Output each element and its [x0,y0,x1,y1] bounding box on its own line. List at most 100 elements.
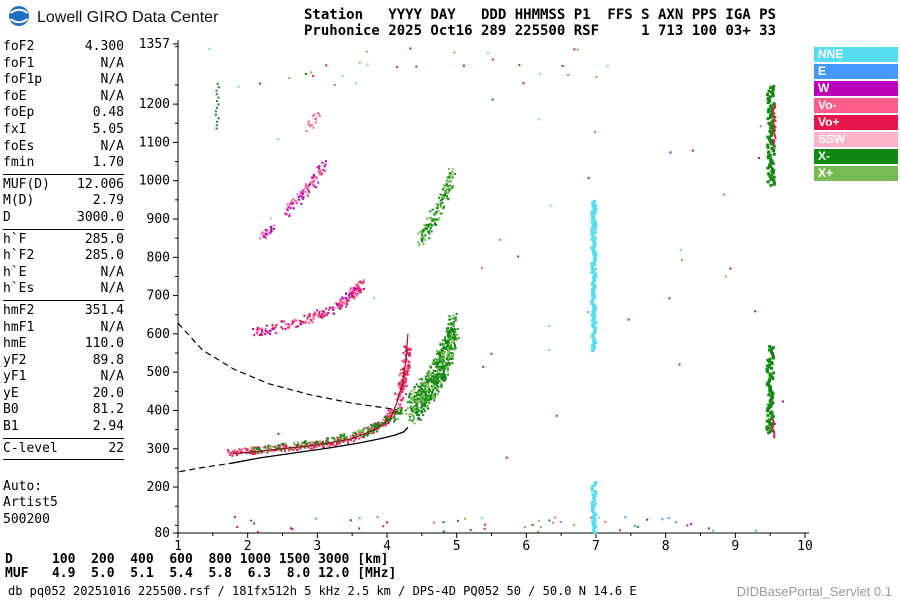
param-value: 22 [108,440,124,456]
servlet-version: DIDBasePortal_Servlet 0.1 [736,583,892,599]
param-row: Auto: [3,479,124,496]
svg-text:6: 6 [522,539,530,554]
status-bar: db pq052 20251016 225500.rsf / 181fx512h… [0,582,900,600]
param-row: hmE 110.0 [3,336,124,353]
brand: Lowell GIRO Data Center [8,5,218,31]
param-label: h`E [3,264,27,280]
giro-logo-icon [8,5,30,31]
param-row: hmF2 351.4 [3,303,124,320]
param-label: h`F2 [3,248,35,264]
param-row: foEs N/A [3,139,124,156]
param-row: M(D) 2.79 [3,193,124,210]
param-value: 12.006 [77,176,124,192]
param-row: yF2 89.8 [3,353,124,370]
svg-text:8: 8 [662,539,670,554]
echo-direction-legend: NNE E W Vo- Vo+ SSW X- X+ [814,47,898,183]
muf-row: MUF 4.9 5.0 5.1 5.4 5.8 6.3 8.0 12.0 [MH… [5,566,397,581]
param-label: fmin [3,155,35,171]
param-row: 500200 [3,512,124,529]
svg-text:400: 400 [147,403,170,418]
separator [3,437,124,439]
svg-text:300: 300 [147,442,170,457]
svg-text:1000: 1000 [139,174,170,189]
param-value: 110.0 [84,336,124,352]
param-label: hmE [3,336,27,352]
param-row: yF1 N/A [3,369,124,386]
param-value: N/A [100,319,124,335]
svg-text:10: 10 [797,539,813,554]
param-label: yF2 [3,352,27,368]
svg-text:9: 9 [731,539,739,554]
param-row: B0 81.2 [3,402,124,419]
legend-item-vo-: Vo- [814,98,898,113]
param-label: Artist5 [3,495,58,511]
param-row: foEp 0.48 [3,105,124,122]
param-value: N/A [100,55,124,71]
svg-text:80: 80 [154,526,170,541]
svg-text:1: 1 [174,539,182,554]
svg-text:800: 800 [147,250,170,265]
param-value: 2.94 [92,419,124,435]
param-value: 89.8 [92,352,124,368]
param-row: fxI 5.05 [3,122,124,139]
param-value: N/A [100,264,124,280]
param-label: C-level [3,440,58,456]
svg-text:1200: 1200 [139,97,170,112]
param-value: 5.05 [92,121,124,137]
separator [3,299,124,301]
svg-text:5: 5 [453,539,461,554]
param-label: B1 [3,419,19,435]
param-label: foE [3,88,27,104]
param-label: B0 [3,402,19,418]
param-row: foF1p N/A [3,72,124,89]
param-label: Auto: [3,478,43,494]
svg-text:4: 4 [383,539,391,554]
param-label: MUF(D) [3,176,50,192]
svg-text:7: 7 [592,539,600,554]
param-row: C-level 22 [3,441,124,458]
param-row: h`E N/A [3,265,124,282]
param-value: 285.0 [84,231,124,247]
param-row: D 3000.0 [3,210,124,227]
station-header: Station YYYY DAY DDD HHMMSS P1 FFS S AXN… [304,7,776,39]
param-value: N/A [100,281,124,297]
param-value: 3000.0 [77,209,124,225]
param-value: 1.70 [92,155,124,171]
param-row: h`F2 285.0 [3,248,124,265]
legend-item-e: E [814,64,898,79]
param-row: foF2 4.300 [3,39,124,56]
param-value: 285.0 [84,248,124,264]
param-value: N/A [100,369,124,385]
param-label: yE [3,385,19,401]
legend-item-x-: X- [814,149,898,164]
param-label: foEs [3,138,35,154]
svg-text:700: 700 [147,289,170,304]
separator [3,459,124,461]
param-row: B1 2.94 [3,419,124,436]
station-header-line2: Pruhonice 2025 Oct16 289 225500 RSF 1 71… [304,23,777,39]
param-row: foE N/A [3,89,124,106]
separator [3,228,124,230]
svg-text:600: 600 [147,327,170,342]
legend-item-x+: X+ [814,166,898,181]
svg-text:500: 500 [147,365,170,380]
svg-text:900: 900 [147,212,170,227]
separator [3,173,124,175]
param-label: foEp [3,105,35,121]
param-row: h`Es N/A [3,281,124,298]
param-row: foF1 N/A [3,56,124,73]
svg-text:1100: 1100 [139,135,170,150]
param-row: hmF1 N/A [3,320,124,337]
param-label: foF2 [3,39,35,54]
legend-item-ssw: SSW [814,132,898,147]
param-label: 500200 [3,512,50,528]
legend-item-w: W [814,81,898,96]
svg-text:3: 3 [313,539,321,554]
param-row: fmin 1.70 [3,155,124,172]
brand-title: Lowell GIRO Data Center [37,9,219,26]
legend-item-vo+: Vo+ [814,115,898,130]
param-value: N/A [100,138,124,154]
param-label: hmF1 [3,319,35,335]
param-value: 351.4 [84,302,124,318]
